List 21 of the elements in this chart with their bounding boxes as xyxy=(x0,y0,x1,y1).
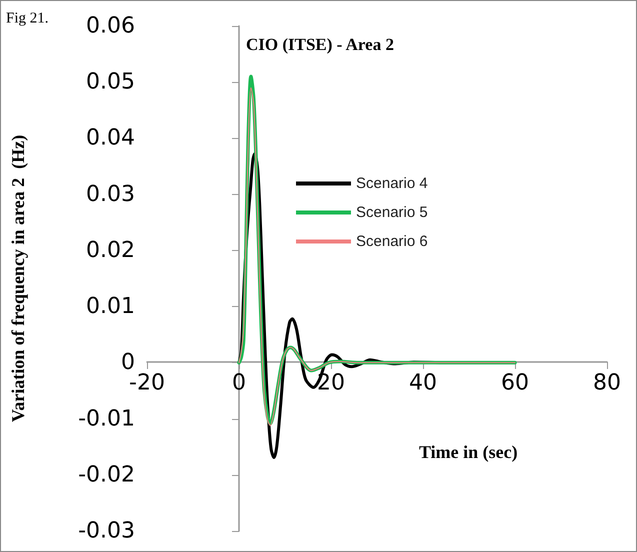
y-tick-label: 0.06 xyxy=(86,14,135,38)
legend-label: Scenario 4 xyxy=(356,175,428,192)
y-tick-label: -0.01 xyxy=(78,406,135,432)
x-tick-label: 20 xyxy=(317,370,345,396)
legend-label: Scenario 5 xyxy=(356,204,428,221)
legend-label: Scenario 6 xyxy=(356,233,428,250)
y-tick-label: 0.02 xyxy=(86,238,135,263)
y-tick-label: -0.02 xyxy=(78,462,135,488)
y-tick-label: 0.05 xyxy=(86,70,135,95)
x-tick-label: 60 xyxy=(501,370,529,396)
y-axis-title: Variation of frequency in area 2 (Hz) xyxy=(8,134,28,422)
x-axis-title: Time in (sec) xyxy=(419,442,518,462)
x-tick-label: 80 xyxy=(593,370,621,396)
y-tick-label: -0.03 xyxy=(78,518,135,544)
y-tick-label: 0.01 xyxy=(86,294,135,320)
y-tick-label: 0.04 xyxy=(86,126,135,151)
y-tick-label: 0.03 xyxy=(86,182,135,207)
x-tick-label: 40 xyxy=(409,370,437,396)
x-tick-label: 0 xyxy=(232,370,246,396)
text: CIO (ITSE) - Area 2 xyxy=(246,35,394,54)
caption: Fig 21. xyxy=(6,10,49,26)
